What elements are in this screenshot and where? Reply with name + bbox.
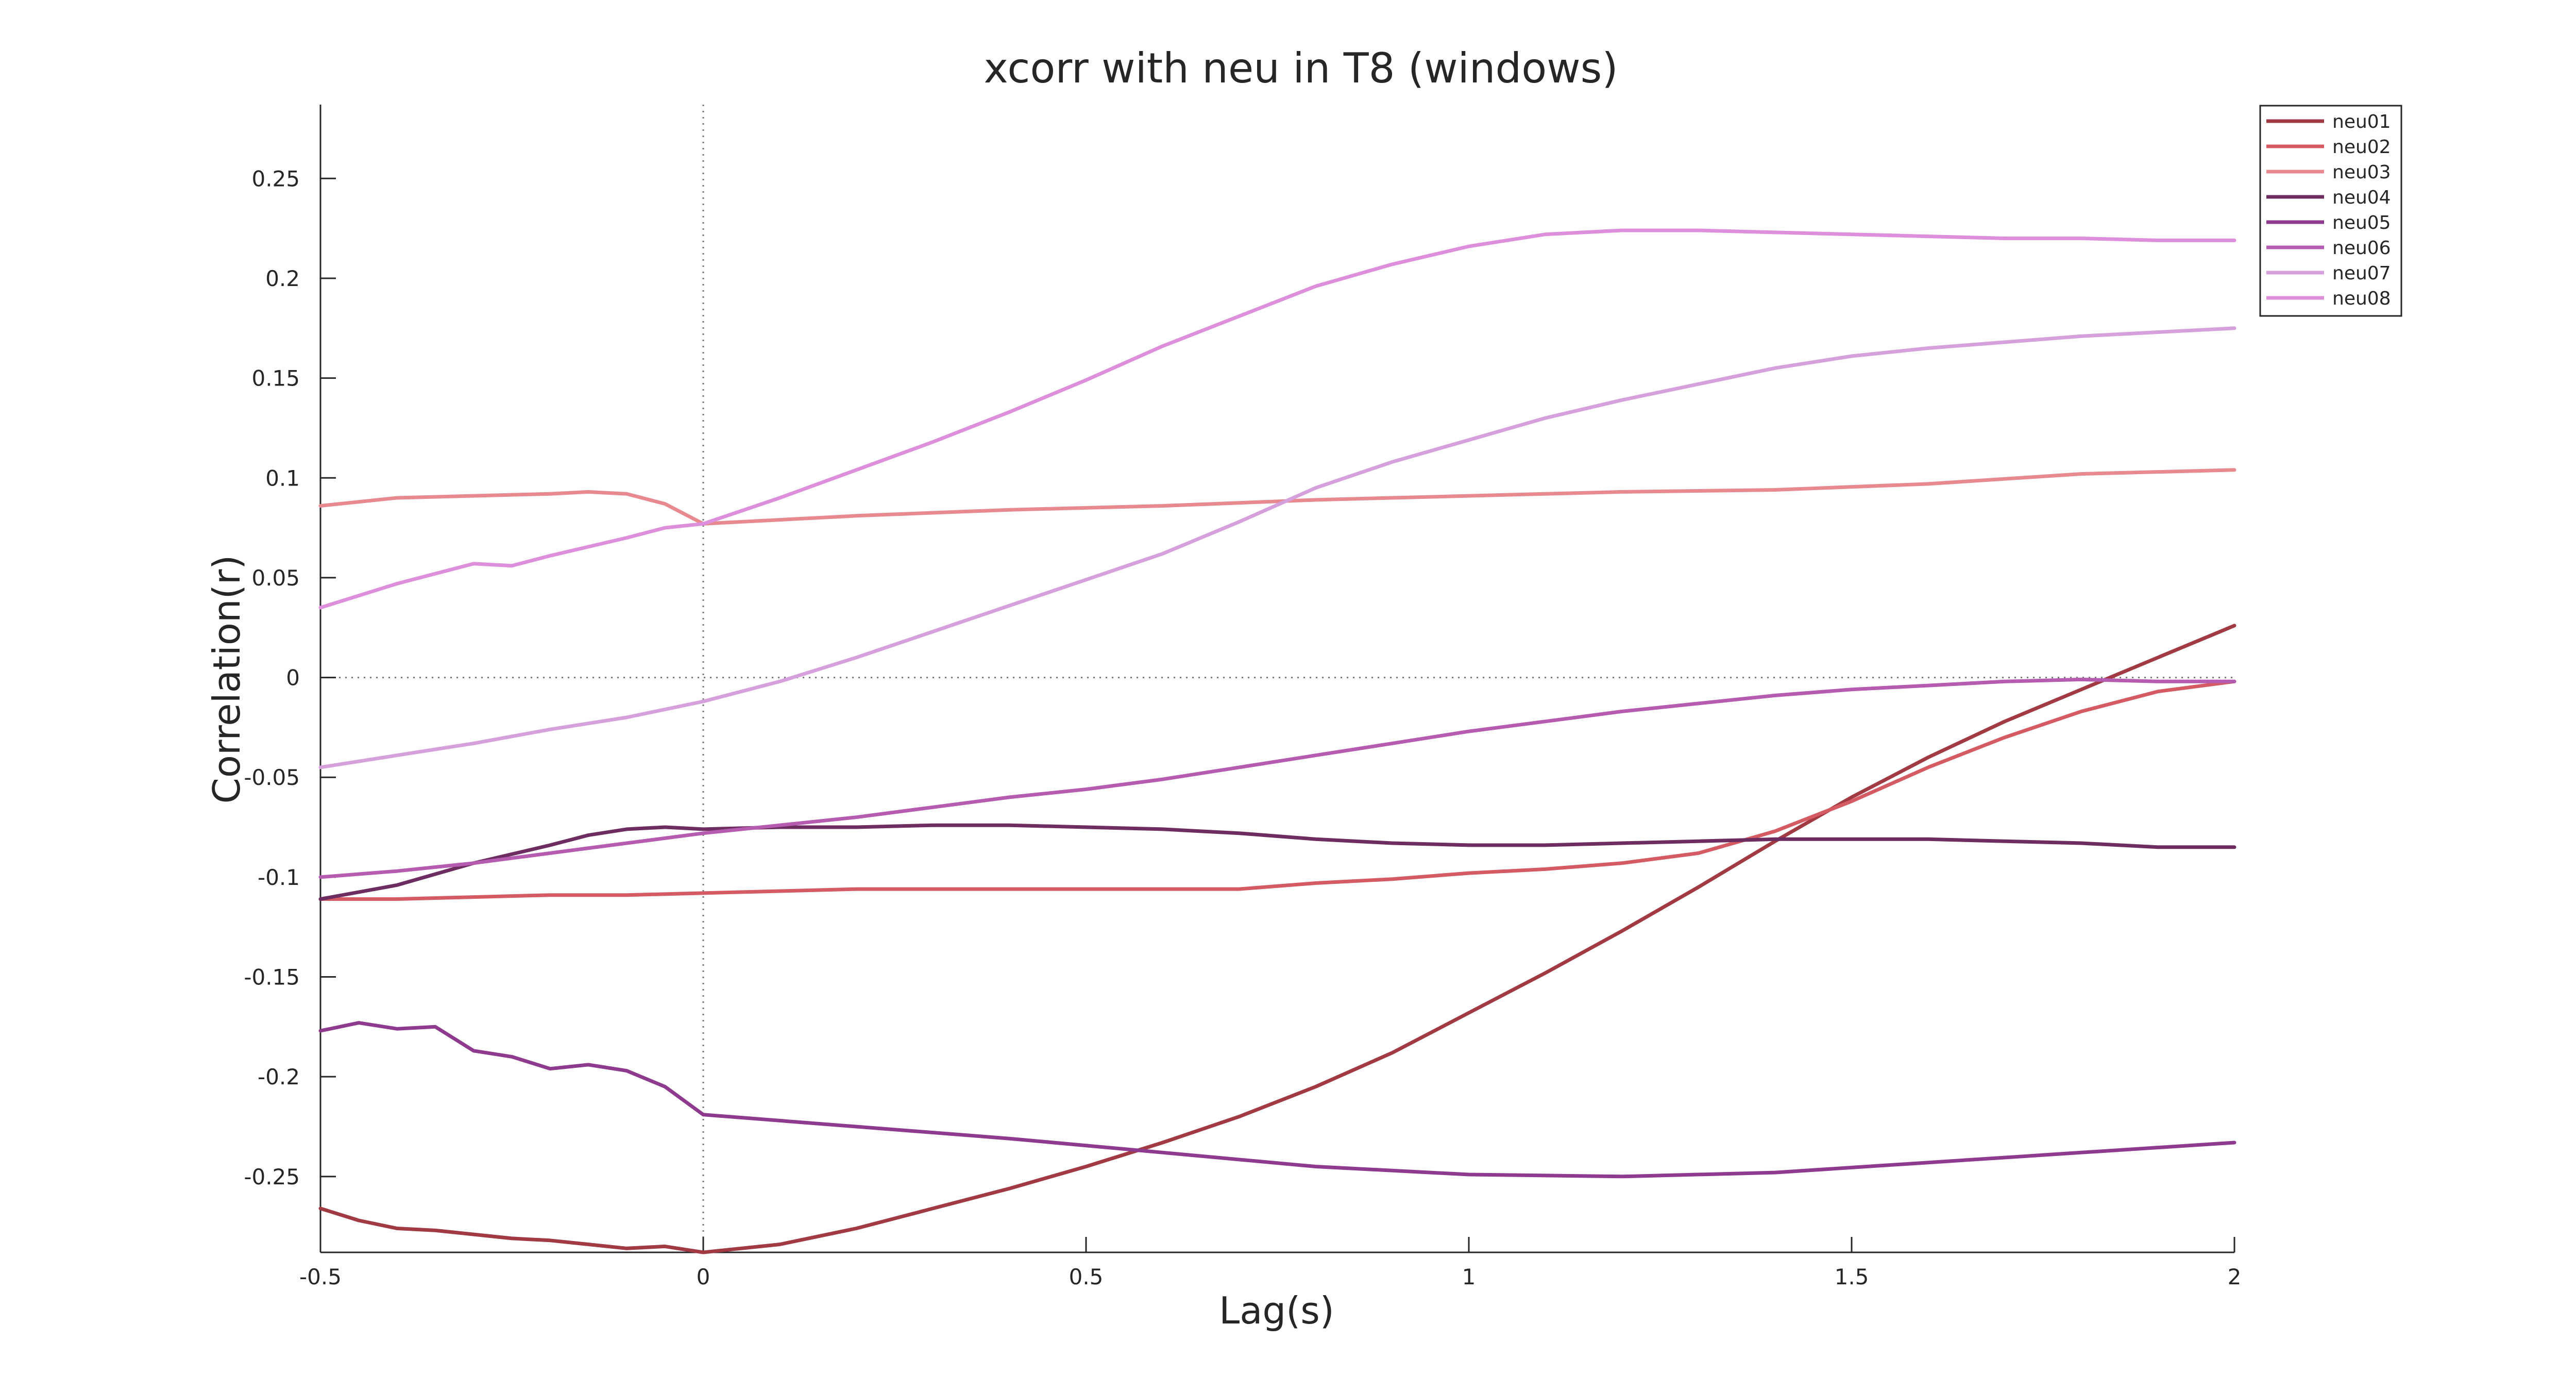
y-tick-label: 0.05 bbox=[251, 565, 300, 591]
legend-label-neu04: neu04 bbox=[2332, 187, 2391, 208]
x-tick-label: 2 bbox=[2228, 1264, 2242, 1289]
y-tick-label: 0.2 bbox=[265, 266, 300, 291]
legend-label-neu03: neu03 bbox=[2332, 162, 2391, 183]
x-tick-label: 0 bbox=[697, 1264, 710, 1289]
y-tick-label: -0.1 bbox=[258, 865, 300, 890]
series-line-neu02 bbox=[318, 679, 2236, 901]
axes-layer: -0.5 0 0.5 1 1.5 2 0.25 0.2 0.15 0.1 0.05 0 -0.05 -0.… bbox=[244, 105, 2241, 1289]
series-line-neu08 bbox=[318, 228, 2236, 610]
series-line-neu05 bbox=[318, 1021, 2236, 1179]
x-tick-label: 0.5 bbox=[1069, 1264, 1104, 1289]
series-line-neu04 bbox=[318, 823, 2236, 901]
y-axis-label: Correlation(r) bbox=[205, 555, 248, 804]
series-line-neu03 bbox=[318, 468, 2236, 526]
y-tick-label: 0.15 bbox=[251, 366, 300, 391]
legend-label-neu06: neu06 bbox=[2332, 238, 2391, 259]
x-tick-label: -0.5 bbox=[299, 1264, 342, 1289]
y-tick-label: 0 bbox=[286, 665, 300, 691]
y-tick-label: -0.25 bbox=[244, 1164, 300, 1189]
y-tick-label: -0.2 bbox=[258, 1064, 300, 1090]
legend-label-neu05: neu05 bbox=[2332, 212, 2391, 233]
legend: neu01 neu02 neu03 neu04 neu05 neu06 neu07 neu08 bbox=[2259, 105, 2402, 317]
chart-title: xcorr with neu in T8 (windows) bbox=[984, 44, 1618, 92]
legend-box bbox=[2259, 105, 2402, 317]
x-tick-label: 1.5 bbox=[1835, 1264, 1869, 1289]
y-tick-label: 0.25 bbox=[251, 166, 300, 191]
legend-label-neu07: neu07 bbox=[2332, 263, 2391, 284]
x-axis-label: Lag(s) bbox=[1219, 1289, 1334, 1332]
series-line-neu01 bbox=[318, 624, 2236, 1254]
legend-label-neu02: neu02 bbox=[2332, 137, 2391, 158]
legend-label-neu01: neu01 bbox=[2332, 111, 2391, 132]
series-line-neu06 bbox=[318, 677, 2236, 879]
y-tick-label: -0.05 bbox=[244, 765, 300, 790]
y-tick-label: -0.15 bbox=[244, 965, 300, 990]
legend-label-neu08: neu08 bbox=[2332, 288, 2391, 309]
x-tick-label: 1 bbox=[1462, 1264, 1476, 1289]
series-layer bbox=[318, 228, 2236, 1254]
y-tick-label: 0.1 bbox=[265, 465, 300, 491]
series-line-neu07 bbox=[318, 326, 2236, 769]
